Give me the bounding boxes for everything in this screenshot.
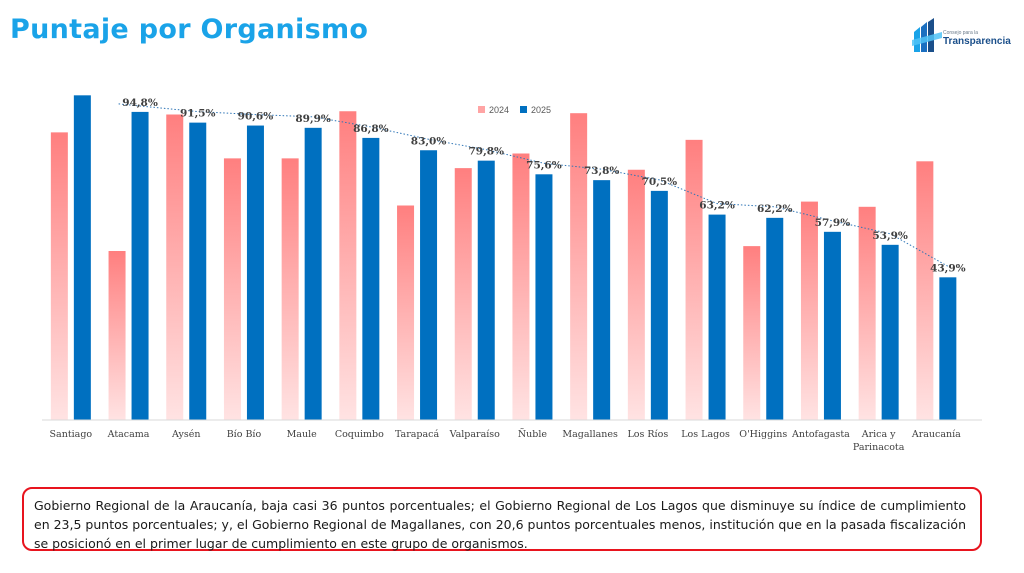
- category-label: Tarapacá: [395, 429, 440, 440]
- bar-2024: [512, 153, 530, 420]
- data-label-2025: 70,5%: [642, 176, 678, 188]
- bar-2025: [246, 125, 264, 421]
- page-title: Puntaje por Organismo: [10, 14, 369, 45]
- bar-chart: 2024 2025 99,9%Santiago94,8%Atacama91,5%…: [42, 95, 982, 453]
- bar-2024: [800, 201, 818, 420]
- category-label: Araucanía: [911, 429, 961, 440]
- category-label: Los Ríos: [627, 429, 668, 440]
- labels-group: 99,9%Santiago94,8%Atacama91,5%Aysén90,6%…: [50, 97, 966, 453]
- category-label: O'Higgins: [739, 429, 787, 440]
- data-label-2025: 90,6%: [238, 111, 274, 123]
- data-label-2025: 73,8%: [584, 165, 620, 177]
- category-label: Santiago: [50, 429, 93, 440]
- bar-2025: [650, 190, 668, 420]
- category-label: Ñuble: [518, 428, 548, 440]
- bar-2024: [916, 161, 934, 421]
- bar-2024: [108, 251, 126, 420]
- category-label: Coquimbo: [335, 429, 384, 440]
- data-label-2025: 43,9%: [930, 262, 966, 274]
- logo-big-text: Transparencia: [943, 36, 1011, 47]
- category-label: Maule: [287, 429, 318, 440]
- trendline: [118, 103, 949, 267]
- logo-small-text: Consejo para la: [943, 30, 979, 36]
- bar-2024: [50, 132, 68, 420]
- legend-label-2025: 2025: [531, 105, 551, 115]
- data-label-2025: 57,9%: [815, 217, 851, 229]
- data-label-2025: 94,8%: [122, 97, 158, 109]
- data-label-2025: 79,8%: [468, 146, 504, 158]
- bar-2024: [397, 205, 415, 420]
- bar-2025: [362, 137, 380, 420]
- bar-2024: [166, 114, 184, 420]
- category-label: Arica y: [861, 429, 896, 440]
- bar-2025: [881, 244, 899, 420]
- data-label-2025: 91,5%: [180, 108, 216, 120]
- data-label-2025: 89,9%: [295, 113, 331, 125]
- bar-2025: [766, 217, 784, 420]
- bar-2025: [535, 174, 553, 420]
- bar-2025: [593, 180, 611, 420]
- category-label: Aysén: [171, 429, 200, 440]
- data-label-2025: 75,6%: [526, 159, 562, 171]
- data-label-2025: 63,2%: [699, 200, 735, 212]
- data-label-2025: 83,0%: [411, 135, 447, 147]
- logo-mark-icon: [912, 18, 942, 52]
- bars-group: [50, 95, 957, 421]
- bar-2025: [189, 122, 207, 420]
- bar-2025: [131, 111, 149, 421]
- bar-2025: [304, 127, 322, 420]
- bar-2024: [223, 158, 241, 420]
- category-label: Antofagasta: [791, 429, 850, 440]
- bar-2024: [281, 158, 299, 420]
- note-box: Gobierno Regional de la Araucanía, baja …: [22, 487, 982, 551]
- bar-2024: [685, 139, 703, 420]
- data-label-2025: 86,8%: [353, 123, 389, 135]
- category-label: Magallanes: [562, 429, 618, 440]
- data-label-2025: 62,2%: [757, 203, 793, 215]
- category-label: Los Lagos: [681, 429, 730, 440]
- bar-2024: [570, 113, 588, 420]
- legend-label-2024: 2024: [489, 105, 509, 115]
- bar-2024: [743, 246, 761, 420]
- bar-2025: [939, 277, 957, 420]
- bar-2024: [627, 169, 645, 420]
- category-label: Valparaíso: [449, 429, 501, 440]
- legend-swatch-2024: [478, 106, 485, 113]
- bar-2024: [339, 111, 357, 420]
- category-label: Parinacota: [853, 442, 905, 453]
- bar-2025: [708, 214, 726, 420]
- bar-2025: [477, 160, 495, 420]
- bar-2025: [823, 231, 841, 420]
- bar-2025: [73, 95, 91, 420]
- legend-swatch-2025: [520, 106, 527, 113]
- bar-2025: [420, 150, 438, 420]
- category-label: Bío Bío: [227, 429, 262, 440]
- logo: Consejo para la Transparencia: [912, 18, 1012, 54]
- bar-2024: [858, 206, 876, 420]
- category-label: Atacama: [107, 429, 150, 440]
- bar-2024: [454, 168, 472, 420]
- data-label-2025: 53,9%: [872, 230, 908, 242]
- chart-legend: 2024 2025: [478, 105, 551, 115]
